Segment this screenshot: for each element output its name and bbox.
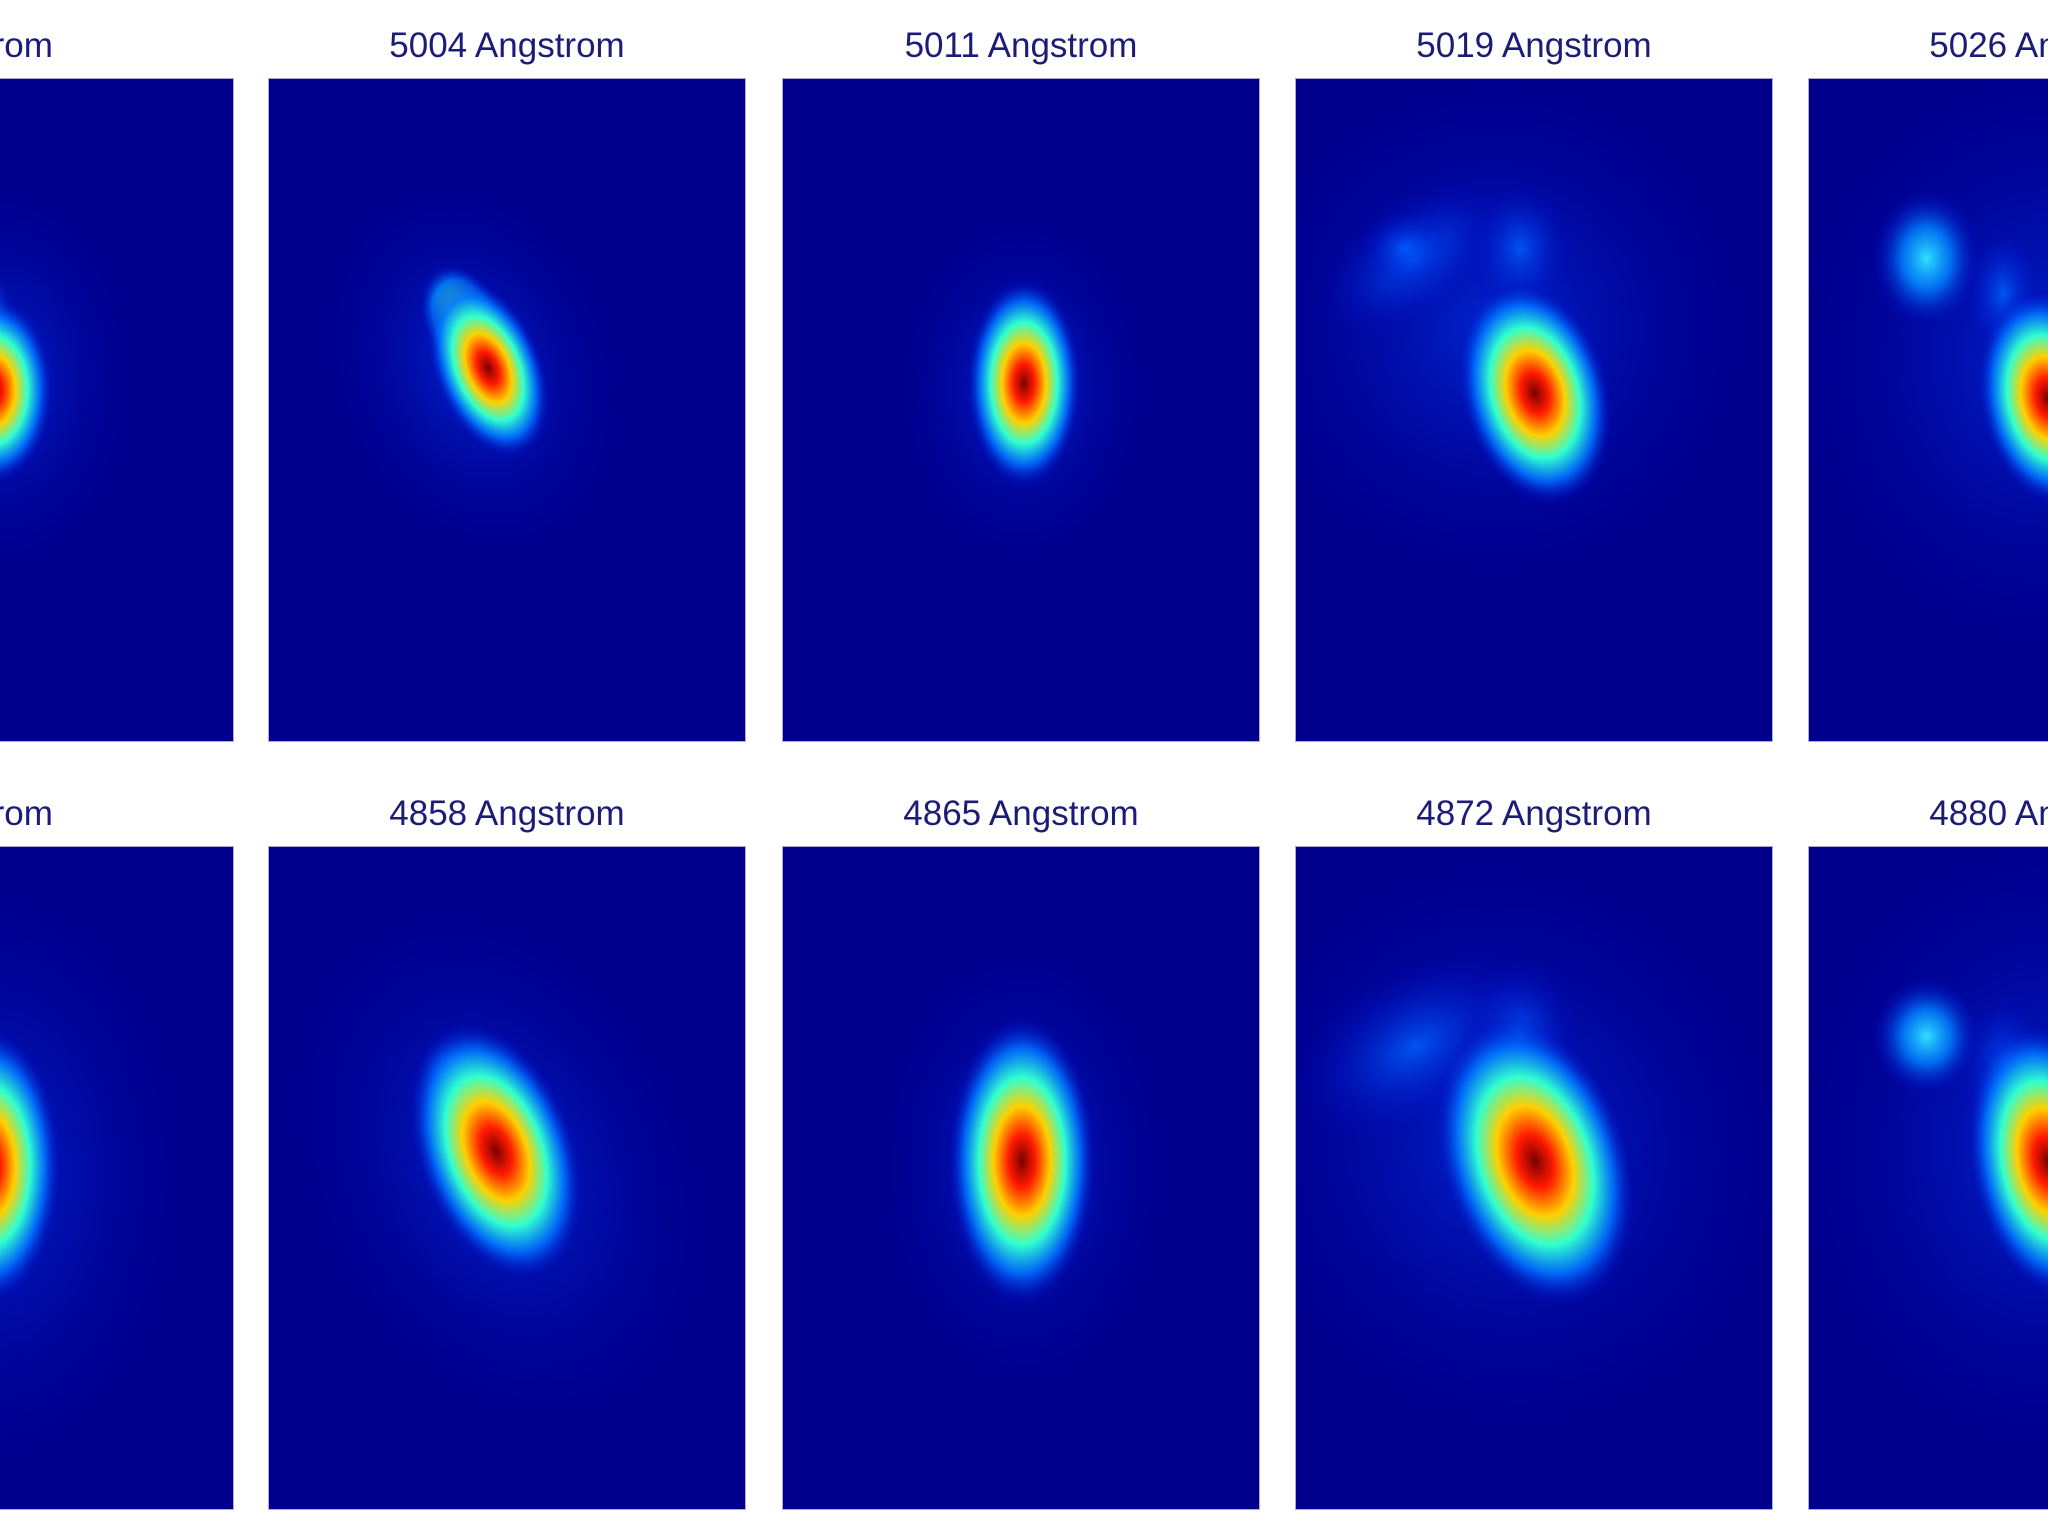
emission-blob <box>426 277 551 459</box>
panel-4872: 4872 Angstrom <box>1295 794 1773 1510</box>
emission-map <box>782 846 1260 1510</box>
panel-4880: 4880 Angstrom <box>1808 794 2048 1510</box>
emission-blob <box>0 296 54 484</box>
panel-title: 5026 Angstrom <box>1929 26 2048 65</box>
emission-blob <box>0 877 192 1475</box>
emission-map <box>0 846 234 1510</box>
emission-blob <box>966 278 1082 488</box>
panel-top-partial-left: Angstrom <box>0 26 234 742</box>
panel-title: Angstrom <box>0 794 53 833</box>
panel-5004: 5004 Angstrom <box>268 26 746 742</box>
panel-title: 4880 Angstrom <box>1929 794 2048 833</box>
emission-map <box>0 78 234 742</box>
emission-blob <box>1433 1015 1637 1307</box>
panel-bottom-partial-left: Angstrom <box>0 794 234 1510</box>
emission-blob <box>1871 976 1982 1097</box>
emission-map <box>1295 846 1773 1510</box>
panel-title: 5011 Angstrom <box>904 26 1138 65</box>
emission-blob <box>1457 280 1613 506</box>
emission-map <box>1295 78 1773 742</box>
emission-blob <box>408 1021 584 1281</box>
panel-4858: 4858 Angstrom <box>268 794 746 1510</box>
panel-4865: 4865 Angstrom <box>782 794 1260 1510</box>
emission-blob <box>947 1016 1097 1306</box>
emission-map <box>1808 846 2048 1510</box>
panel-5026: 5026 Angstrom <box>1808 26 2048 742</box>
emission-map <box>268 846 746 1510</box>
emission-map <box>782 78 1260 742</box>
emission-blob <box>1465 178 1575 319</box>
panel-5019: 5019 Angstrom <box>1295 26 1773 742</box>
emission-blob <box>0 178 142 578</box>
panel-title: 4858 Angstrom <box>389 794 625 833</box>
panel-5011: 5011 Angstrom <box>782 26 1260 742</box>
emission-map <box>1808 78 2048 742</box>
panel-title: 5004 Angstrom <box>389 26 625 65</box>
panel-title: Angstrom <box>0 26 53 65</box>
emission-map <box>268 78 746 742</box>
panel-title: 4872 Angstrom <box>1416 794 1652 833</box>
panel-title: 5019 Angstrom <box>1416 26 1652 65</box>
emission-blob <box>1871 188 1982 329</box>
panel-title: 4865 Angstrom <box>903 794 1139 833</box>
emission-blob <box>0 1028 62 1304</box>
emission-blob <box>1360 208 1451 289</box>
emission-blob <box>1809 79 2048 658</box>
